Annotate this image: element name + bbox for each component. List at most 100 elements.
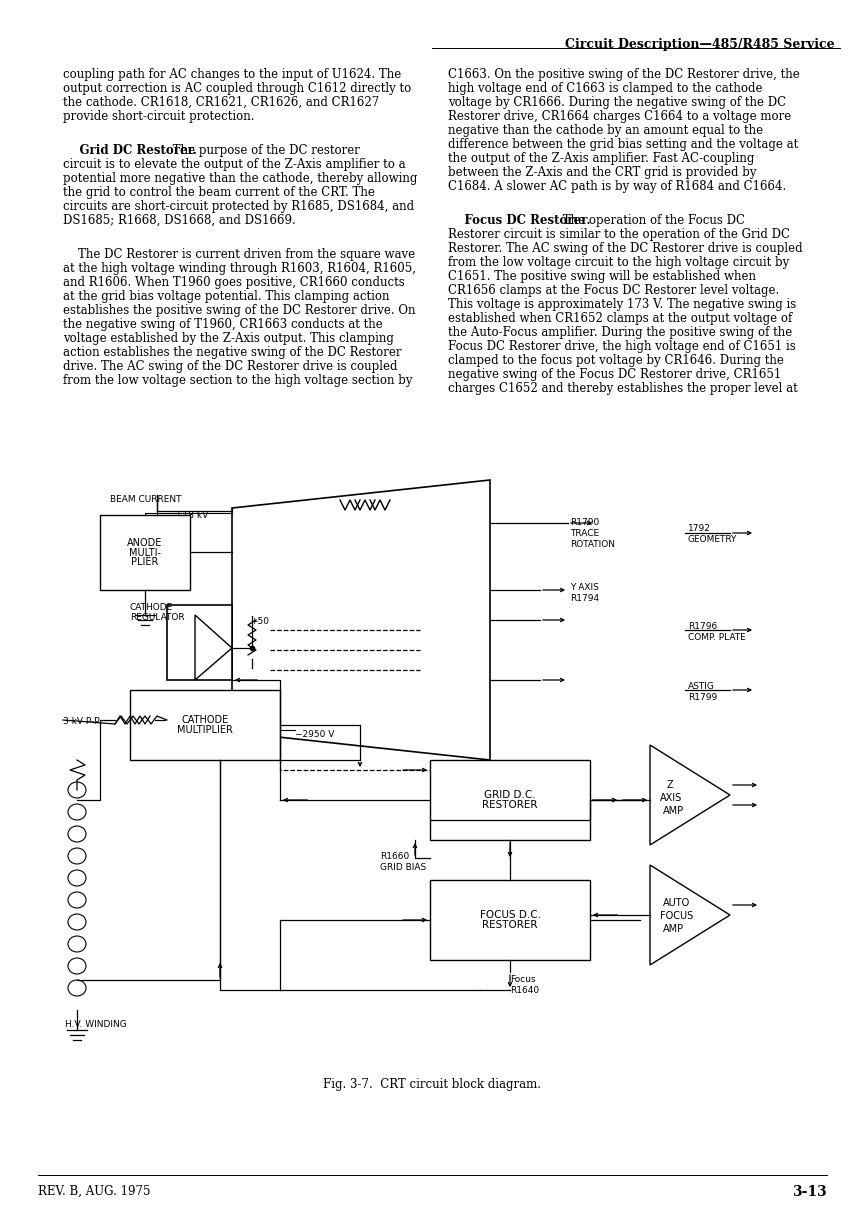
Text: the output of the Z-Axis amplifier. Fast AC-coupling: the output of the Z-Axis amplifier. Fast… [448, 152, 754, 165]
Ellipse shape [68, 848, 86, 864]
Ellipse shape [68, 980, 86, 996]
Text: and R1606. When T1960 goes positive, CR1660 conducts: and R1606. When T1960 goes positive, CR1… [63, 275, 405, 289]
Text: C1651. The positive swing will be established when: C1651. The positive swing will be establ… [448, 271, 756, 283]
Text: FOCUS: FOCUS [660, 911, 693, 920]
Text: establishes the positive swing of the DC Restorer drive. On: establishes the positive swing of the DC… [63, 304, 415, 317]
Text: TRACE: TRACE [570, 529, 599, 539]
Text: Focus: Focus [510, 976, 535, 984]
Text: voltage established by the Z-Axis output. This clamping: voltage established by the Z-Axis output… [63, 332, 394, 345]
Text: FOCUS D.C.: FOCUS D.C. [479, 911, 541, 920]
Text: difference between the grid bias setting and the voltage at: difference between the grid bias setting… [448, 138, 798, 151]
Text: charges C1652 and thereby establishes the proper level at: charges C1652 and thereby establishes th… [448, 382, 798, 395]
Text: AUTO: AUTO [663, 898, 690, 908]
Text: Focus DC Restorer drive, the high voltage end of C1651 is: Focus DC Restorer drive, the high voltag… [448, 340, 796, 353]
Text: R1796: R1796 [688, 622, 717, 632]
Bar [130, 690, 280, 760]
Text: MULTI-: MULTI- [129, 547, 161, 557]
Text: R1794: R1794 [570, 594, 599, 603]
Text: C1684. A slower AC path is by way of R1684 and C1664.: C1684. A slower AC path is by way of R16… [448, 180, 786, 193]
Ellipse shape [68, 826, 86, 842]
Text: CR1656 clamps at the Focus DC Restorer level voltage.: CR1656 clamps at the Focus DC Restorer l… [448, 284, 779, 297]
Text: 3 kV P-P: 3 kV P-P [63, 717, 99, 726]
Text: at the high voltage winding through R1603, R1604, R1605,: at the high voltage winding through R160… [63, 262, 416, 275]
Text: +50: +50 [250, 617, 269, 625]
Text: The operation of the Focus DC: The operation of the Focus DC [559, 214, 745, 226]
Text: the grid to control the beam current of the CRT. The: the grid to control the beam current of … [63, 186, 375, 200]
Text: Focus DC Restorer.: Focus DC Restorer. [448, 214, 591, 226]
Text: RESTORER: RESTORER [483, 920, 538, 930]
Text: CATHODE: CATHODE [130, 603, 173, 612]
Ellipse shape [68, 958, 86, 974]
Ellipse shape [68, 914, 86, 930]
Polygon shape [232, 480, 490, 760]
Polygon shape [195, 614, 232, 681]
Text: established when CR1652 clamps at the output voltage of: established when CR1652 clamps at the ou… [448, 312, 792, 326]
Ellipse shape [68, 936, 86, 952]
Text: Circuit Description—485/R485 Service: Circuit Description—485/R485 Service [566, 38, 835, 51]
Text: high voltage end of C1663 is clamped to the cathode: high voltage end of C1663 is clamped to … [448, 82, 763, 95]
Text: from the low voltage section to the high voltage section by: from the low voltage section to the high… [63, 375, 413, 387]
Text: BEAM CURRENT: BEAM CURRENT [110, 494, 182, 504]
Text: −2950 V: −2950 V [295, 730, 335, 739]
Text: ROTATION: ROTATION [570, 540, 615, 550]
Text: REGULATOR: REGULATOR [130, 613, 184, 622]
Text: the cathode. CR1618, CR1621, CR1626, and CR1627: the cathode. CR1618, CR1621, CR1626, and… [63, 95, 379, 109]
Text: MULTIPLIER: MULTIPLIER [177, 725, 233, 734]
Text: +18 kV: +18 kV [175, 510, 208, 520]
Text: AMP: AMP [663, 805, 684, 816]
Text: H.V. WINDING: H.V. WINDING [65, 1020, 127, 1029]
Text: ASTIG: ASTIG [688, 682, 714, 692]
Text: REV. B, AUG. 1975: REV. B, AUG. 1975 [38, 1185, 151, 1198]
Text: the Auto-Focus amplifier. During the positive swing of the: the Auto-Focus amplifier. During the pos… [448, 326, 792, 339]
Text: 1792: 1792 [688, 524, 711, 532]
Text: PLIER: PLIER [131, 557, 158, 567]
Text: the negative swing of T1960, CR1663 conducts at the: the negative swing of T1960, CR1663 cond… [63, 318, 382, 330]
Text: voltage by CR1666. During the negative swing of the DC: voltage by CR1666. During the negative s… [448, 95, 786, 109]
Polygon shape [167, 605, 232, 681]
Bar [430, 760, 590, 840]
Text: 3-13: 3-13 [792, 1185, 827, 1200]
Text: between the Z-Axis and the CRT grid is provided by: between the Z-Axis and the CRT grid is p… [448, 166, 757, 179]
Text: circuit is to elevate the output of the Z-Axis amplifier to a: circuit is to elevate the output of the … [63, 158, 406, 171]
Text: The DC Restorer is current driven from the square wave: The DC Restorer is current driven from t… [63, 248, 415, 261]
Text: potential more negative than the cathode, thereby allowing: potential more negative than the cathode… [63, 173, 418, 185]
Text: from the low voltage circuit to the high voltage circuit by: from the low voltage circuit to the high… [448, 256, 789, 269]
Text: R1790: R1790 [570, 518, 599, 528]
Ellipse shape [68, 892, 86, 908]
Text: action establishes the negative swing of the DC Restorer: action establishes the negative swing of… [63, 346, 401, 359]
Polygon shape [650, 865, 730, 965]
Text: coupling path for AC changes to the input of U1624. The: coupling path for AC changes to the inpu… [63, 69, 401, 81]
Text: R1799: R1799 [688, 693, 717, 703]
Text: Restorer. The AC swing of the DC Restorer drive is coupled: Restorer. The AC swing of the DC Restore… [448, 242, 803, 255]
Text: Fig. 3-7.  CRT circuit block diagram.: Fig. 3-7. CRT circuit block diagram. [323, 1078, 541, 1091]
Text: R1640: R1640 [510, 987, 539, 995]
Text: GEOMETRY: GEOMETRY [688, 535, 737, 543]
Ellipse shape [68, 782, 86, 798]
Text: GRID BIAS: GRID BIAS [380, 863, 426, 871]
Ellipse shape [68, 804, 86, 820]
Text: RESTORER: RESTORER [483, 799, 538, 810]
Text: Restorer drive, CR1664 charges C1664 to a voltage more: Restorer drive, CR1664 charges C1664 to … [448, 110, 791, 122]
Text: negative swing of the Focus DC Restorer drive, CR1651: negative swing of the Focus DC Restorer … [448, 368, 781, 381]
Text: The purpose of the DC restorer: The purpose of the DC restorer [169, 144, 360, 157]
Text: clamped to the focus pot voltage by CR1646. During the: clamped to the focus pot voltage by CR16… [448, 354, 784, 367]
Polygon shape [650, 745, 730, 845]
Text: ANODE: ANODE [127, 539, 163, 548]
Text: provide short-circuit protection.: provide short-circuit protection. [63, 110, 254, 122]
Text: Restorer circuit is similar to the operation of the Grid DC: Restorer circuit is similar to the opera… [448, 228, 790, 241]
Text: C1663. On the positive swing of the DC Restorer drive, the: C1663. On the positive swing of the DC R… [448, 69, 800, 81]
Text: R1660: R1660 [380, 852, 409, 860]
Text: at the grid bias voltage potential. This clamping action: at the grid bias voltage potential. This… [63, 290, 389, 304]
Text: DS1685; R1668, DS1668, and DS1669.: DS1685; R1668, DS1668, and DS1669. [63, 214, 296, 226]
Text: Z: Z [667, 780, 674, 789]
Text: output correction is AC coupled through C1612 directly to: output correction is AC coupled through … [63, 82, 411, 95]
Text: This voltage is approximately 173 V. The negative swing is: This voltage is approximately 173 V. The… [448, 297, 797, 311]
Text: Y AXIS: Y AXIS [570, 583, 599, 592]
Bar [430, 880, 590, 960]
Text: negative than the cathode by an amount equal to the: negative than the cathode by an amount e… [448, 124, 763, 137]
Text: Grid DC Restorer.: Grid DC Restorer. [63, 144, 197, 157]
Text: AXIS: AXIS [660, 793, 682, 803]
Bar [100, 515, 190, 590]
Text: AMP: AMP [663, 924, 684, 934]
Text: circuits are short-circuit protected by R1685, DS1684, and: circuits are short-circuit protected by … [63, 200, 414, 213]
